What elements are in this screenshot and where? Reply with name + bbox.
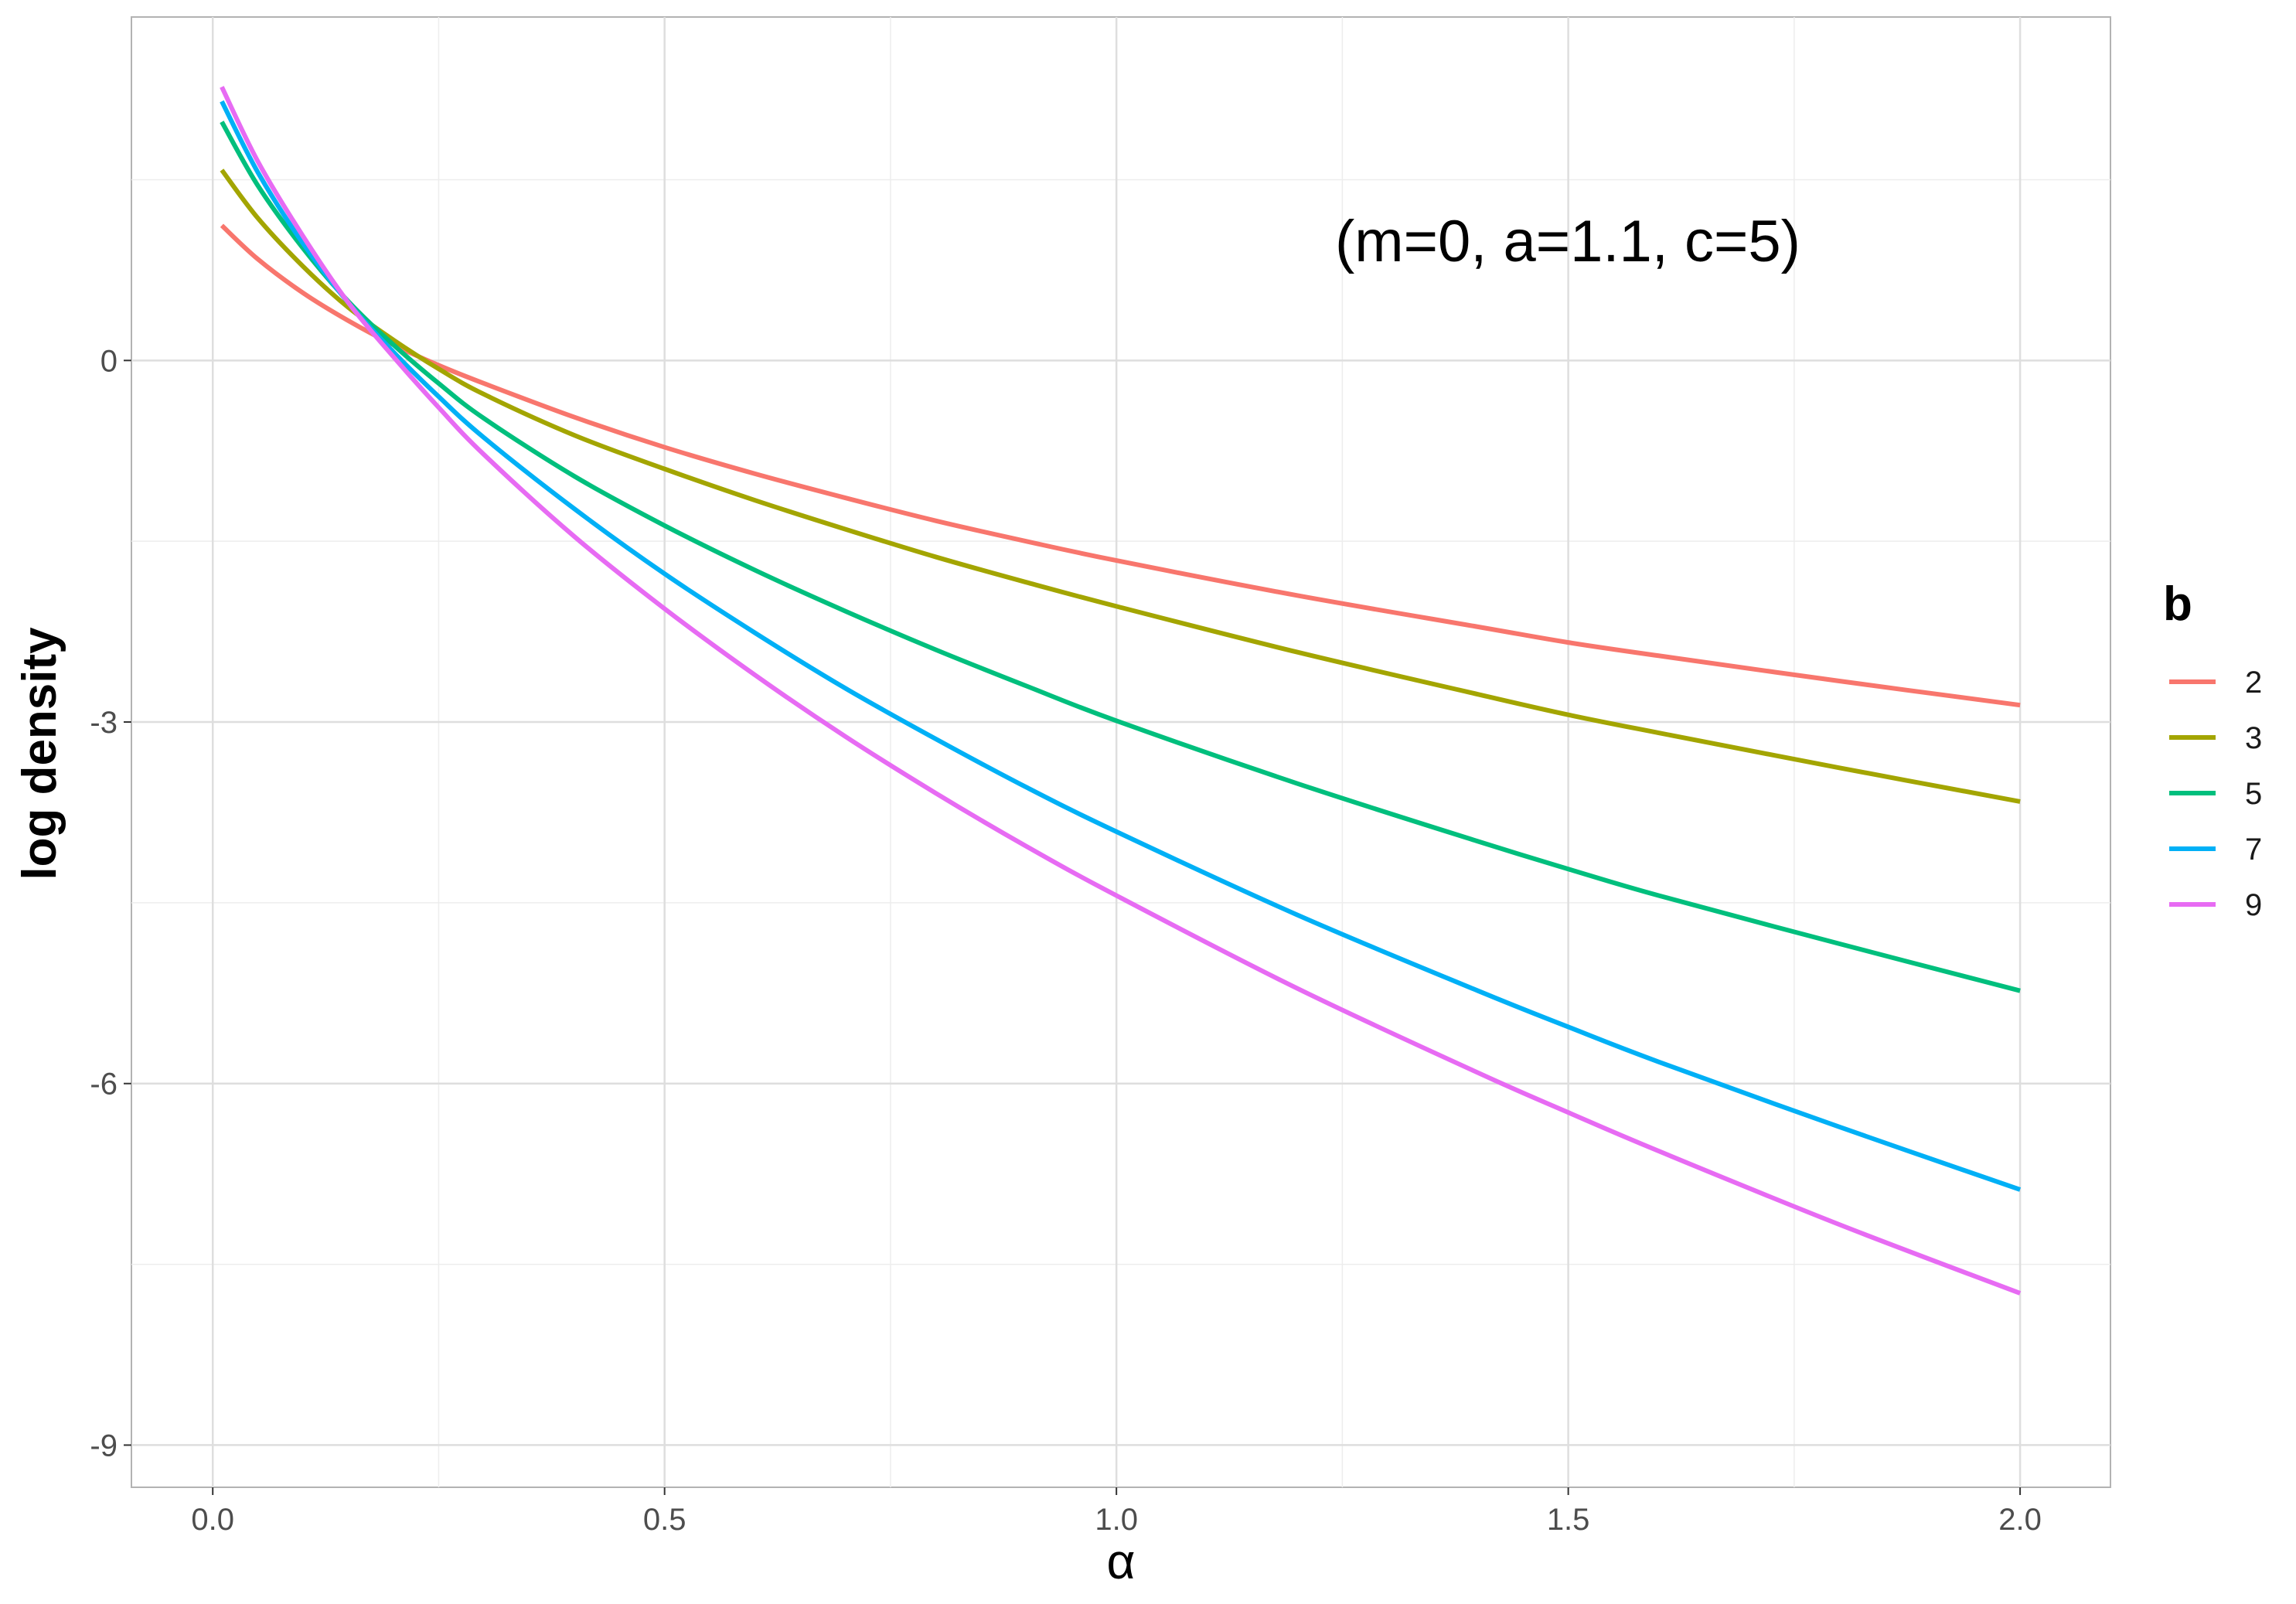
series-lines <box>220 86 2022 1296</box>
y-tick-label: -6 <box>90 1068 118 1102</box>
legend-label-3: 3 <box>2245 721 2262 755</box>
series-line-b-9 <box>220 86 2022 1296</box>
legend-label-9: 9 <box>2245 888 2262 922</box>
y-axis-title: log density <box>13 627 66 880</box>
y-tick-label: 0 <box>100 344 118 378</box>
annotation: (m=0, a=1.1, c=5) <box>1335 209 1800 274</box>
x-tick-label: 0.0 <box>191 1503 234 1537</box>
x-axis-title: α <box>1107 1534 1136 1589</box>
series-line-b-3 <box>220 169 2021 804</box>
legend-title: b <box>2163 577 2192 631</box>
legend-label-2: 2 <box>2245 666 2262 700</box>
legend-label-7: 7 <box>2245 833 2262 867</box>
y-tick-label: -3 <box>90 706 118 740</box>
series-line-b-5 <box>220 121 2021 993</box>
x-tick-label: 1.5 <box>1547 1503 1590 1537</box>
grid-minor <box>131 17 2110 1487</box>
x-tick-label: 0.5 <box>643 1503 686 1537</box>
y-tick-label: -9 <box>90 1429 118 1463</box>
x-tick-label: 1.0 <box>1095 1503 1138 1537</box>
legend-label-5: 5 <box>2245 777 2262 811</box>
grid-major <box>131 17 2110 1487</box>
x-axis-ticks: 0.0 0.5 1.0 1.5 2.0 <box>191 1487 2042 1537</box>
legend: b 2 3 5 7 9 <box>2163 577 2262 922</box>
y-axis-ticks: -9 -6 -3 0 <box>90 344 131 1463</box>
x-tick-label: 2.0 <box>1998 1503 2042 1537</box>
plot-panel <box>131 16 2111 1488</box>
